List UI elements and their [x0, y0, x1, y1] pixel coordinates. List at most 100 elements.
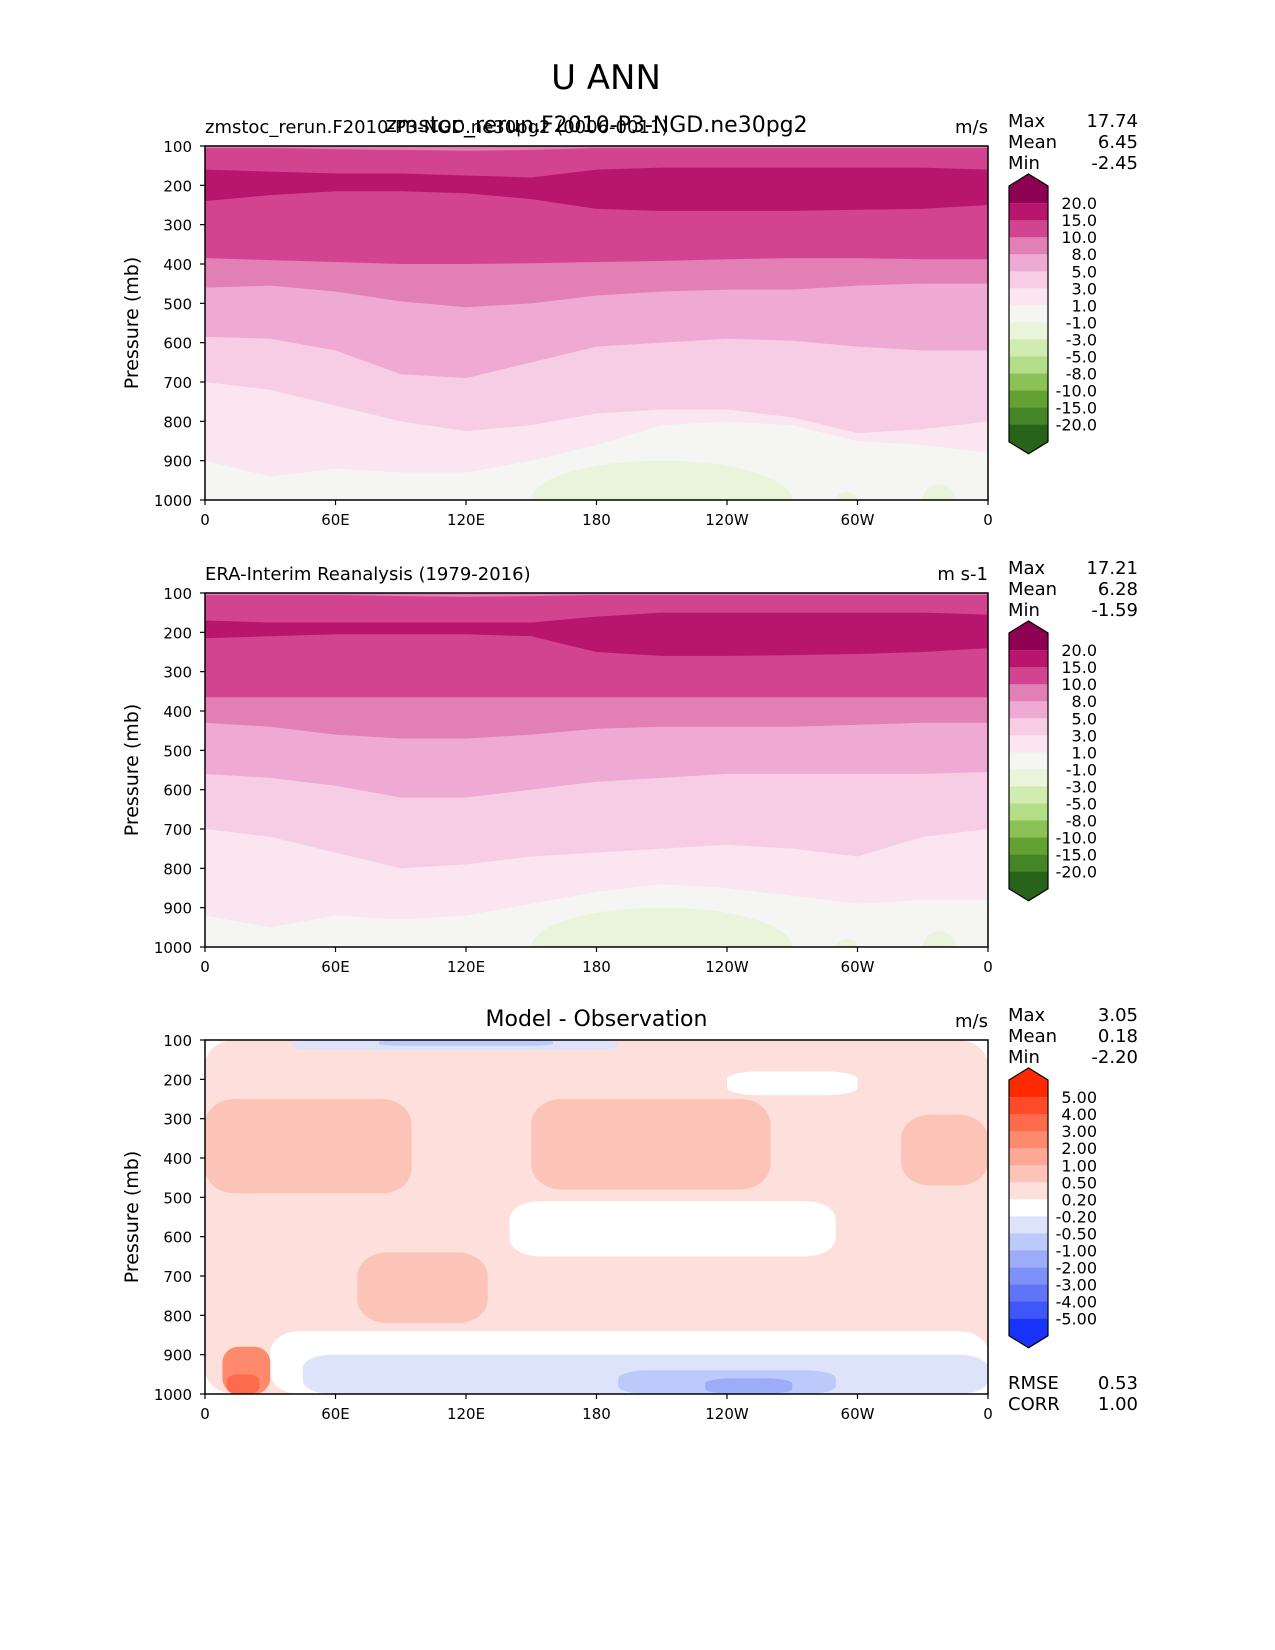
y-tick-label: 600 — [163, 335, 192, 353]
colorbar-label: -8.0 — [1066, 812, 1097, 831]
colorbar-segment — [1009, 650, 1048, 668]
colorbar-label: -0.20 — [1056, 1207, 1097, 1226]
panel1-stats: Max 17.74 Mean 6.45 Min -2.45 — [1008, 111, 1138, 174]
panel-reference: 100 200 300 400 500 600 700 800 900 1000 0 60E 120E 1… — [121, 585, 1097, 976]
panel2-stats: Max 17.21 Mean 6.28 Min -1.59 — [1008, 558, 1138, 621]
contour-region — [901, 1114, 988, 1186]
colorbar-label: 1.00 — [1061, 1156, 1097, 1175]
colorbar-segment — [1009, 1216, 1048, 1234]
stat-max: Max 17.21 — [1008, 558, 1138, 579]
colorbar-segment — [1009, 837, 1048, 856]
contour-field — [205, 593, 988, 947]
colorbar-segment — [1009, 786, 1048, 804]
colorbar-segment — [1009, 718, 1048, 736]
colorbar-label: -1.00 — [1056, 1242, 1097, 1261]
colorbar-segment — [1009, 1114, 1048, 1132]
colorbar-segment — [1009, 854, 1048, 873]
colorbar-extend-bottom — [1009, 871, 1048, 901]
colorbar-segment — [1009, 254, 1048, 272]
contour-region — [509, 1201, 836, 1257]
colorbar-label: -5.0 — [1066, 348, 1097, 367]
contour-region — [226, 1374, 260, 1394]
colorbar-label: -10.0 — [1056, 829, 1097, 848]
colorbar-label: -20.0 — [1056, 416, 1097, 435]
x-tick-label: 60E — [321, 958, 350, 976]
panel-difference: 100 200 300 400 500 600 700 800 900 1000 0 60E 120E 1… — [121, 1032, 1097, 1423]
colorbar-label: 8.0 — [1072, 692, 1097, 711]
colorbar-segment — [1009, 322, 1048, 340]
colorbar-segment — [1009, 1148, 1048, 1166]
y-tick-label: 800 — [163, 1307, 192, 1325]
x-tick-label: 60W — [841, 1405, 875, 1423]
stat-max: Max 17.74 — [1008, 111, 1138, 132]
y-tick-label: 500 — [163, 742, 192, 760]
colorbar-segment — [1009, 1301, 1048, 1320]
x-tick-label: 60E — [321, 511, 350, 529]
colorbar-segment — [1009, 373, 1048, 392]
colorbar-label: -8.0 — [1066, 365, 1097, 384]
y-tick-label: 900 — [163, 900, 192, 918]
panel3-stats: Max 3.05 Mean 0.18 Min -2.20 — [1008, 1005, 1138, 1068]
contour-band — [835, 939, 858, 947]
contour-region — [727, 1071, 858, 1096]
colorbar-extend-top — [1009, 621, 1048, 651]
colorbar-label: 15.0 — [1061, 658, 1097, 677]
stat-rmse: RMSE 0.53 — [1008, 1373, 1138, 1394]
x-tick-label: 180 — [582, 958, 611, 976]
colorbar-label: 10.0 — [1061, 228, 1097, 247]
y-tick-label: 700 — [163, 821, 192, 839]
y-tick-label: 800 — [163, 413, 192, 431]
colorbar-segment — [1009, 701, 1048, 719]
colorbar-segment — [1009, 339, 1048, 357]
colorbar-segment — [1009, 1182, 1048, 1200]
colorbar-segment — [1009, 803, 1048, 822]
y-tick-label: 1000 — [154, 939, 192, 957]
stat-min: Min -2.20 — [1008, 1047, 1138, 1068]
x-tick-label: 120W — [705, 958, 749, 976]
panel2-units: m s-1 — [937, 564, 988, 585]
colorbar-segment — [1009, 1250, 1048, 1269]
colorbar-label: -4.00 — [1056, 1293, 1097, 1312]
colorbar-label: 2.00 — [1061, 1139, 1097, 1158]
x-tick-label: 120W — [705, 511, 749, 529]
x-tick-label: 180 — [582, 511, 611, 529]
stat-min: Min -2.45 — [1008, 153, 1138, 174]
panel-test: 100 200 300 400 500 600 700 800 900 1000 0 60E 120E 1… — [121, 138, 1097, 529]
colorbar-segment — [1009, 1131, 1048, 1149]
contour-band — [205, 167, 988, 211]
y-tick-label: 700 — [163, 1268, 192, 1286]
contour-region — [205, 1099, 412, 1194]
y-tick-label: 900 — [163, 453, 192, 471]
panel3-title-center: Model - Observation — [485, 1007, 708, 1032]
colorbar: 20.015.010.08.05.03.01.0-1.0-3.0-5.0-8.0… — [1008, 173, 1097, 455]
colorbar-label: 0.50 — [1061, 1173, 1097, 1192]
stat-max: Max 3.05 — [1008, 1005, 1138, 1026]
y-tick-label: 500 — [163, 295, 192, 313]
contour-region — [531, 1099, 771, 1190]
panel1-units: m/s — [955, 117, 988, 138]
contour-band — [531, 460, 793, 500]
x-tick-label: 0 — [983, 958, 993, 976]
contour-band — [922, 931, 956, 947]
stat-min: Min -1.59 — [1008, 600, 1138, 621]
colorbar-label: 1.0 — [1072, 296, 1097, 315]
colorbar-label: -3.00 — [1056, 1276, 1097, 1295]
stat-mean: Mean 0.18 — [1008, 1026, 1138, 1047]
colorbar-outline — [1008, 1067, 1049, 1349]
y-tick-label: 200 — [163, 177, 192, 195]
colorbar-segment — [1009, 407, 1048, 426]
colorbar-segment — [1009, 271, 1048, 289]
y-tick-label: 300 — [163, 1111, 192, 1129]
y-tick-label: 1000 — [154, 492, 192, 510]
x-tick-label: 120E — [447, 511, 485, 529]
colorbar-label: 15.0 — [1061, 211, 1097, 230]
colorbar-label: 4.00 — [1061, 1105, 1097, 1124]
colorbar-label: 5.0 — [1072, 709, 1097, 728]
y-tick-label: 400 — [163, 256, 192, 274]
stat-mean: Mean 6.28 — [1008, 579, 1138, 600]
colorbar-label: 10.0 — [1061, 675, 1097, 694]
colorbar-segment — [1009, 1165, 1048, 1183]
y-tick-label: 300 — [163, 664, 192, 682]
colorbar-label: 3.0 — [1072, 279, 1097, 298]
contour-band — [835, 492, 858, 500]
